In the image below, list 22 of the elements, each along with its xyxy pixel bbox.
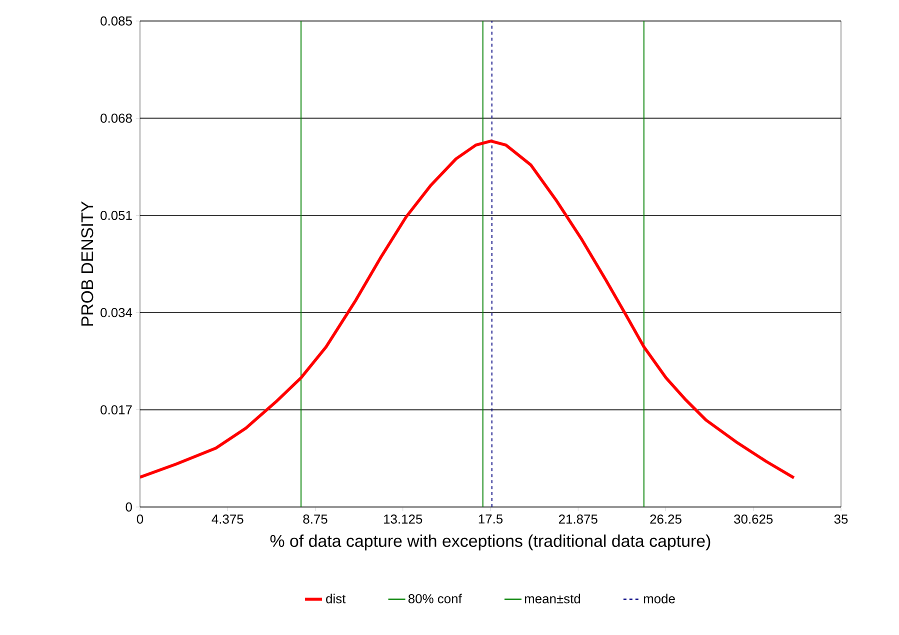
y-tick-label: 0.068 [100,114,132,123]
legend-label: mode [644,594,675,604]
x-tick-label: 21.875 [558,514,598,524]
x-tick-label: 30.625 [734,514,773,524]
y-axis-title: PROB DENSITY [81,201,94,326]
y-tick-label: 0.017 [100,405,132,414]
legend-label: dist [326,594,346,604]
x-tick-label: 17.5 [478,514,503,524]
y-tick-label: 0.051 [100,210,132,220]
x-tick-label: 0 [136,514,144,524]
x-tick-label: 35 [834,514,848,524]
legend-label: mean±std [524,594,580,604]
x-tick-label: 26.25 [650,514,682,524]
x-axis-title: % of data capture with exceptions (traditional data capture) [270,534,710,550]
x-tick-label: 13.125 [384,514,422,524]
y-tick-label: 0.034 [100,308,132,318]
line-series [140,140,796,480]
x-tick-label: 4.375 [212,514,244,524]
y-tick-label: 0.085 [100,16,132,26]
x-tick-label: 8.75 [303,514,328,524]
legend-label: 80% conf [408,594,462,604]
y-tick-label: 0 [126,502,132,512]
